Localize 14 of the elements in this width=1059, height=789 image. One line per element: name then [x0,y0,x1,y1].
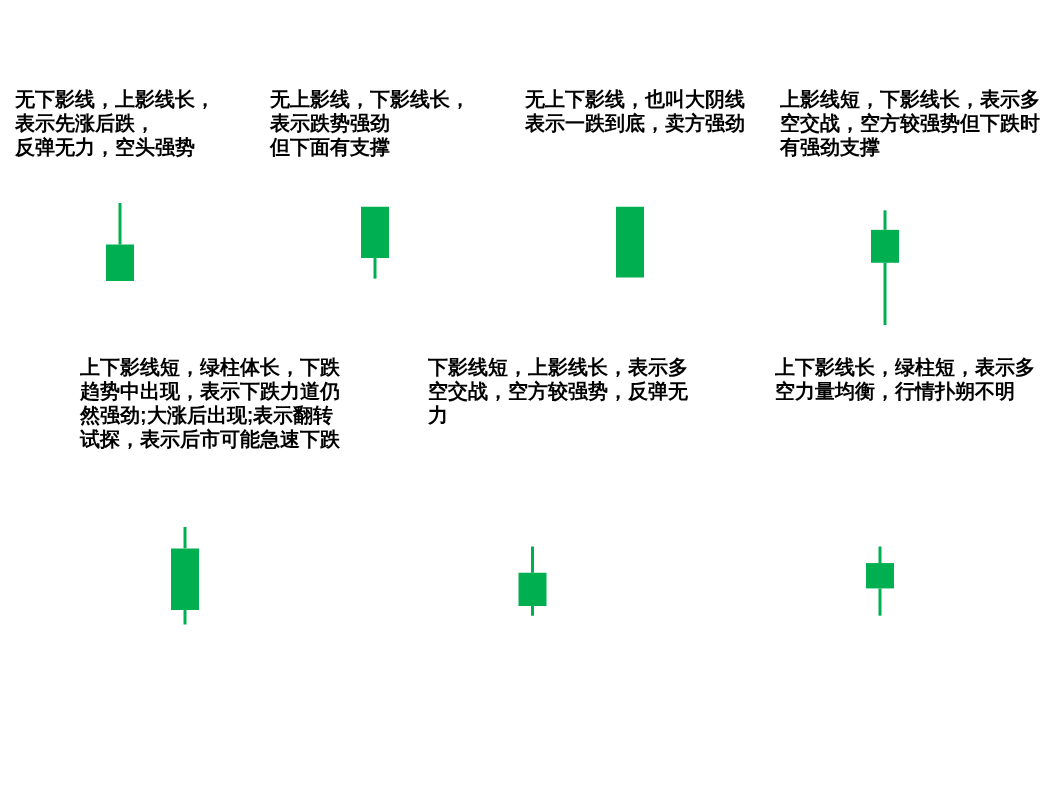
candlestick [616,206,644,278]
text: 无上下影线，也叫大阴线表示一跌到底，卖方强劲 [524,88,745,134]
candlestick [361,206,389,279]
text: 上下影线长，绿柱短，表示多空力量均衡，行情扑朔不明 [774,356,1035,402]
candlestick [866,546,894,616]
text: 上下影线短，绿柱体长，下跌趋势中出现，表示下跌力道仍然强劲;大涨后出现;表示翻转试探，表示后市可能急速下跌 [79,356,341,450]
candlestick [518,546,547,616]
text: 下影线短，上影线长，表示多空交战，空方较强势，反弹无力 [426,356,689,426]
candlestick [871,210,899,325]
candlestick [171,527,199,625]
text: 无下影线，上影线长，表示先涨后跌，反弹无力，空头强势 [14,88,215,158]
candlestick [106,203,134,282]
text: 无上影线，下影线长，表示跌势强劲但下面有支撑 [269,88,470,158]
text: 上影线短，下影线长，表示多空交战，空方较强势但下跌时有强劲支撑 [779,88,1040,158]
